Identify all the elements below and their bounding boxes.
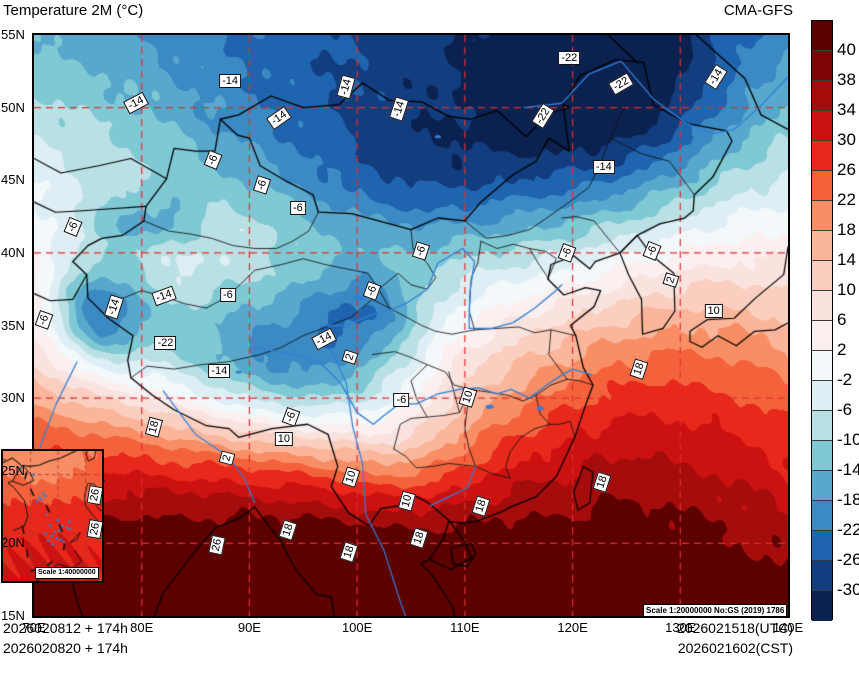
colorbar-band xyxy=(812,111,832,141)
lat-tick-40N: 40N xyxy=(1,244,25,260)
colorbar-tick: 40 xyxy=(837,40,856,59)
colorbar-band xyxy=(812,591,832,621)
colorbar-tick: -6 xyxy=(837,400,853,419)
colorbar-band xyxy=(812,561,832,591)
colorbar-band xyxy=(812,141,832,171)
page-title: Temperature 2M (°C) xyxy=(3,2,144,19)
lat-tick-15N: 15N xyxy=(1,608,25,623)
contour-label: 10 xyxy=(274,431,294,446)
lat-tick-25N: 25N xyxy=(1,462,25,478)
lon-tick-140E: 140E xyxy=(772,620,804,635)
colorbar-tick: -22 xyxy=(837,520,859,539)
lat-tick-45N: 45N xyxy=(1,172,25,188)
colorbar-band xyxy=(812,381,832,411)
colorbar-band xyxy=(812,351,832,381)
colorbar-band xyxy=(812,261,832,291)
colorbar-band xyxy=(812,501,832,531)
contour-label: -6 xyxy=(219,287,236,302)
colorbar-tick: 22 xyxy=(837,190,856,209)
model-label: CMA-GFS xyxy=(723,2,793,19)
init-utc-line: 2026020812 + 174h xyxy=(3,620,128,636)
contour-label: 10 xyxy=(704,303,723,318)
colorbar-band xyxy=(812,51,832,81)
contour-label: -14 xyxy=(592,160,615,175)
lon-tick-100E: 100E xyxy=(341,620,373,635)
lon-tick-90E: 90E xyxy=(237,620,261,635)
contour-label: -22 xyxy=(558,51,581,66)
colorbar-tick: -2 xyxy=(837,370,853,389)
init-cst-line: 2026020820 + 174h xyxy=(3,640,128,656)
colorbar-tick: -14 xyxy=(837,460,859,479)
colorbar-band xyxy=(812,81,832,111)
lat-tick-35N: 35N xyxy=(1,317,25,333)
colorbar-band xyxy=(812,321,832,351)
inset-field-canvas xyxy=(3,451,102,581)
lat-tick-50N: 50N xyxy=(1,99,25,115)
colorbar-band xyxy=(812,531,832,561)
colorbar-tick: 34 xyxy=(837,100,856,119)
lat-tick-55N: 55N xyxy=(1,27,25,42)
lon-tick-70E: 70E xyxy=(22,620,46,635)
colorbar-tick: 38 xyxy=(837,70,856,89)
colorbar-band xyxy=(812,201,832,231)
lat-tick-20N: 20N xyxy=(1,535,25,551)
lon-tick-110E: 110E xyxy=(450,620,480,635)
contour-label: -22 xyxy=(154,335,177,350)
colorbar-band xyxy=(812,471,832,501)
lon-tick-120E: 120E xyxy=(557,620,588,635)
map-scale-note: Scale 1:20000000 No:GS (2019) 1786 xyxy=(643,604,788,616)
lat-tick-30N: 30N xyxy=(1,390,25,406)
colorbar-tick: -30 xyxy=(837,580,859,599)
colorbar-tick: 10 xyxy=(837,280,856,299)
colorbar-band xyxy=(812,171,832,201)
colorbar-band xyxy=(812,231,832,261)
colorbar-tick: 2 xyxy=(837,340,847,359)
contour-label: -14 xyxy=(219,74,241,89)
colorbar-tick: 14 xyxy=(837,250,856,269)
contour-label: -14 xyxy=(208,363,231,378)
valid-utc-line: 2026021518(UTC) xyxy=(677,620,793,636)
inset-scale-note: Scale 1:40000000 xyxy=(35,567,99,579)
colorbar-band xyxy=(812,441,832,471)
contour-label: -6 xyxy=(290,200,306,215)
map-plot-area[interactable]: -14 -14 -14 -14 -14 -22 -22 -22 -14 -14 -6 -6 -6 -6 -6… xyxy=(32,33,790,618)
temperature-field-canvas xyxy=(34,35,788,616)
south-china-sea-inset[interactable]: Scale 1:40000000 26 26 xyxy=(1,449,104,583)
colorbar-tick: 6 xyxy=(837,310,847,329)
lon-tick-130E: 130E xyxy=(665,620,696,635)
colorbar-tick: 30 xyxy=(837,130,856,149)
colorbar-band xyxy=(812,291,832,321)
colorbar-tick: 26 xyxy=(837,160,856,179)
lon-tick-80E: 80E xyxy=(130,620,154,635)
colorbar-tick: -26 xyxy=(837,550,859,569)
colorbar-band xyxy=(812,21,832,51)
colorbar-band xyxy=(812,411,832,441)
colorbar[interactable] xyxy=(811,20,833,621)
colorbar-tick: 18 xyxy=(837,220,856,239)
colorbar-tick: -10 xyxy=(837,430,859,449)
contour-label: -6 xyxy=(393,392,410,407)
valid-cst-line: 2026021602(CST) xyxy=(677,640,793,656)
colorbar-tick: -18 xyxy=(837,490,859,509)
